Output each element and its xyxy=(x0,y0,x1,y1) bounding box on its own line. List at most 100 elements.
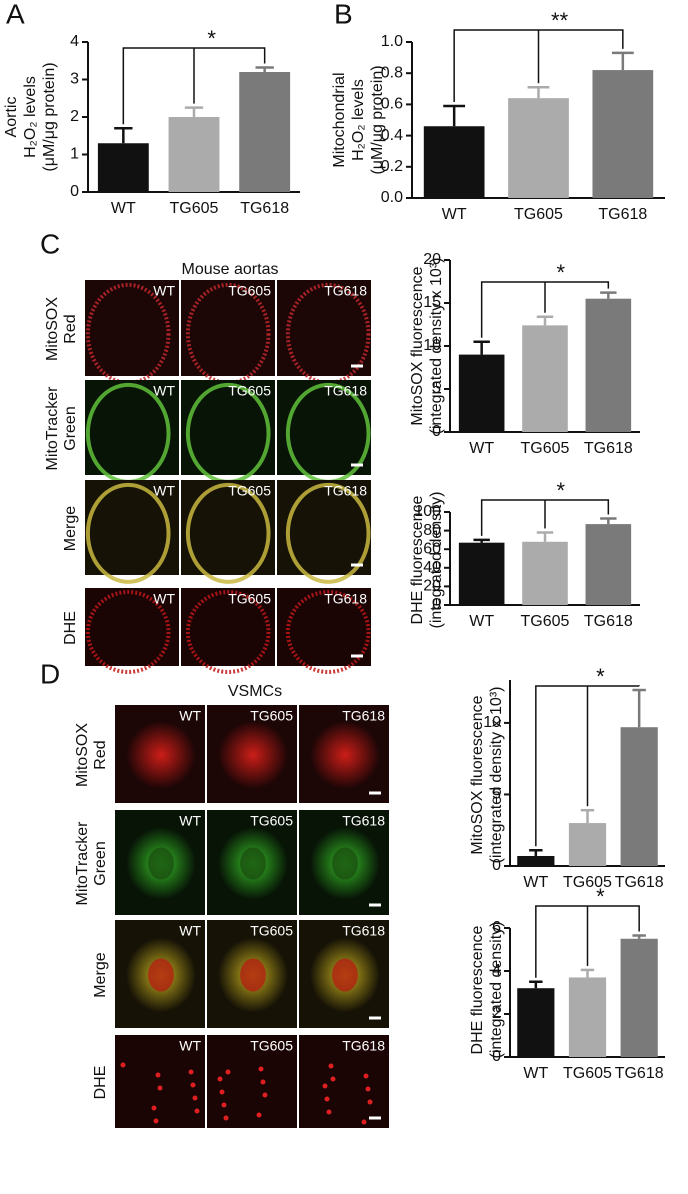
nucleus-dot xyxy=(260,1079,266,1085)
y-tick-label: 10 xyxy=(483,714,501,731)
nucleus-dot xyxy=(151,1105,157,1111)
x-tick-label: TG618 xyxy=(584,440,633,457)
nucleus-dot xyxy=(223,1115,229,1121)
nucleus-dot xyxy=(190,1082,196,1088)
micrograph xyxy=(181,588,275,666)
panel-letter: A xyxy=(6,0,25,29)
vessel-wall xyxy=(285,482,371,584)
cell xyxy=(126,721,196,789)
bar xyxy=(423,126,485,198)
bar xyxy=(522,325,568,432)
y-axis-label: DHE fluorescence xyxy=(469,925,486,1054)
bar xyxy=(458,354,505,432)
y-tick-label: 0 xyxy=(492,1048,501,1065)
y-axis-label: DHE fluorescence xyxy=(409,495,426,624)
significance-star: * xyxy=(596,664,605,689)
nucleus xyxy=(240,958,266,992)
y-tick-label: 0.4 xyxy=(381,127,403,144)
y-axis-label: Aortic xyxy=(3,97,20,138)
y-tick-label: 0.0 xyxy=(381,189,403,206)
row-label: MitoTracker xyxy=(74,821,91,906)
row-label: Red xyxy=(92,740,109,769)
nucleus-dot xyxy=(258,1066,264,1072)
x-tick-label: TG618 xyxy=(584,613,633,630)
significance-star: * xyxy=(596,884,605,909)
y-axis-label: H₂O₂ levels xyxy=(350,79,367,161)
vessel-wall xyxy=(85,482,171,584)
x-tick-label: TG605 xyxy=(521,613,570,630)
y-tick-label: 5 xyxy=(492,786,501,803)
vessel-wall xyxy=(185,482,271,584)
column-label: TG605 xyxy=(228,383,271,399)
column-label: TG618 xyxy=(324,383,367,399)
micrograph xyxy=(299,1035,389,1128)
y-axis-label: (integrated density) xyxy=(488,922,505,1059)
nucleus-dot xyxy=(217,1076,223,1082)
y-axis-label: Mitochondrial xyxy=(331,72,348,167)
column-label: TG618 xyxy=(342,708,385,724)
column-label: WT xyxy=(179,1038,201,1054)
image-title: Mouse aortas xyxy=(182,261,279,278)
bar xyxy=(568,977,607,1057)
x-tick-label: WT xyxy=(469,613,494,630)
row-label: MitoSOX xyxy=(44,297,61,361)
column-label: TG618 xyxy=(342,923,385,939)
y-tick-label: 100 xyxy=(414,503,441,520)
bar xyxy=(508,98,569,198)
nucleus-dot xyxy=(157,1085,163,1091)
vessel-wall xyxy=(185,590,271,674)
row-label: Green xyxy=(62,406,79,450)
x-tick-label: TG618 xyxy=(615,874,664,891)
nucleus-dot xyxy=(256,1112,262,1118)
column-label: TG605 xyxy=(228,483,271,499)
image-title: VSMCs xyxy=(228,683,282,700)
nucleus-dot xyxy=(225,1069,231,1075)
x-tick-label: TG618 xyxy=(598,206,647,223)
column-label: TG618 xyxy=(342,1038,385,1054)
nucleus-dot xyxy=(328,1063,334,1069)
nucleus-dot xyxy=(322,1083,328,1089)
vessel-wall xyxy=(85,590,171,674)
x-tick-label: WT xyxy=(442,206,467,223)
nucleus-dot xyxy=(324,1096,330,1102)
nucleus-dot xyxy=(363,1073,369,1079)
column-label: TG605 xyxy=(250,708,293,724)
y-tick-label: 60 xyxy=(423,540,441,557)
y-tick-label: 4 xyxy=(70,33,79,50)
y-tick-label: 2 xyxy=(70,108,79,125)
nucleus xyxy=(332,847,358,880)
y-tick-label: 10 xyxy=(423,337,441,354)
column-label: TG605 xyxy=(250,923,293,939)
x-tick-label: TG605 xyxy=(514,206,563,223)
micrograph xyxy=(207,1035,297,1128)
y-tick-label: 20 xyxy=(423,578,441,595)
y-axis-label: MitoSOX fluorescence xyxy=(409,266,426,425)
column-label: WT xyxy=(153,483,175,499)
y-tick-label: 20 xyxy=(423,251,441,268)
column-label: WT xyxy=(153,383,175,399)
row-label: DHE xyxy=(92,1066,109,1100)
column-label: WT xyxy=(153,283,175,299)
nucleus-dot xyxy=(155,1072,161,1078)
x-tick-label: TG605 xyxy=(170,200,219,217)
column-label: WT xyxy=(179,813,201,829)
bar xyxy=(585,298,632,432)
row-label: MitoTracker xyxy=(44,386,61,471)
vessel-wall xyxy=(85,282,171,385)
y-tick-label: 0 xyxy=(492,857,501,874)
y-axis-label: (integrated density) xyxy=(428,492,445,629)
column-label: TG618 xyxy=(324,283,367,299)
column-label: TG605 xyxy=(250,813,293,829)
row-label: Red xyxy=(62,314,79,343)
significance-star: * xyxy=(557,478,566,503)
y-tick-label: 0.2 xyxy=(381,158,403,175)
micrograph xyxy=(181,480,275,575)
nucleus-dot xyxy=(153,1118,159,1124)
y-tick-label: 5 xyxy=(432,380,441,397)
bar xyxy=(517,988,555,1057)
x-tick-label: WT xyxy=(469,440,494,457)
row-label: DHE xyxy=(62,611,79,645)
bar xyxy=(168,117,220,192)
significance-star: * xyxy=(557,260,566,285)
